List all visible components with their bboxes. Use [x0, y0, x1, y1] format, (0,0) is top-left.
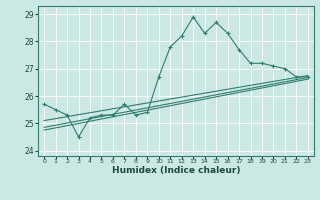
X-axis label: Humidex (Indice chaleur): Humidex (Indice chaleur): [112, 166, 240, 175]
